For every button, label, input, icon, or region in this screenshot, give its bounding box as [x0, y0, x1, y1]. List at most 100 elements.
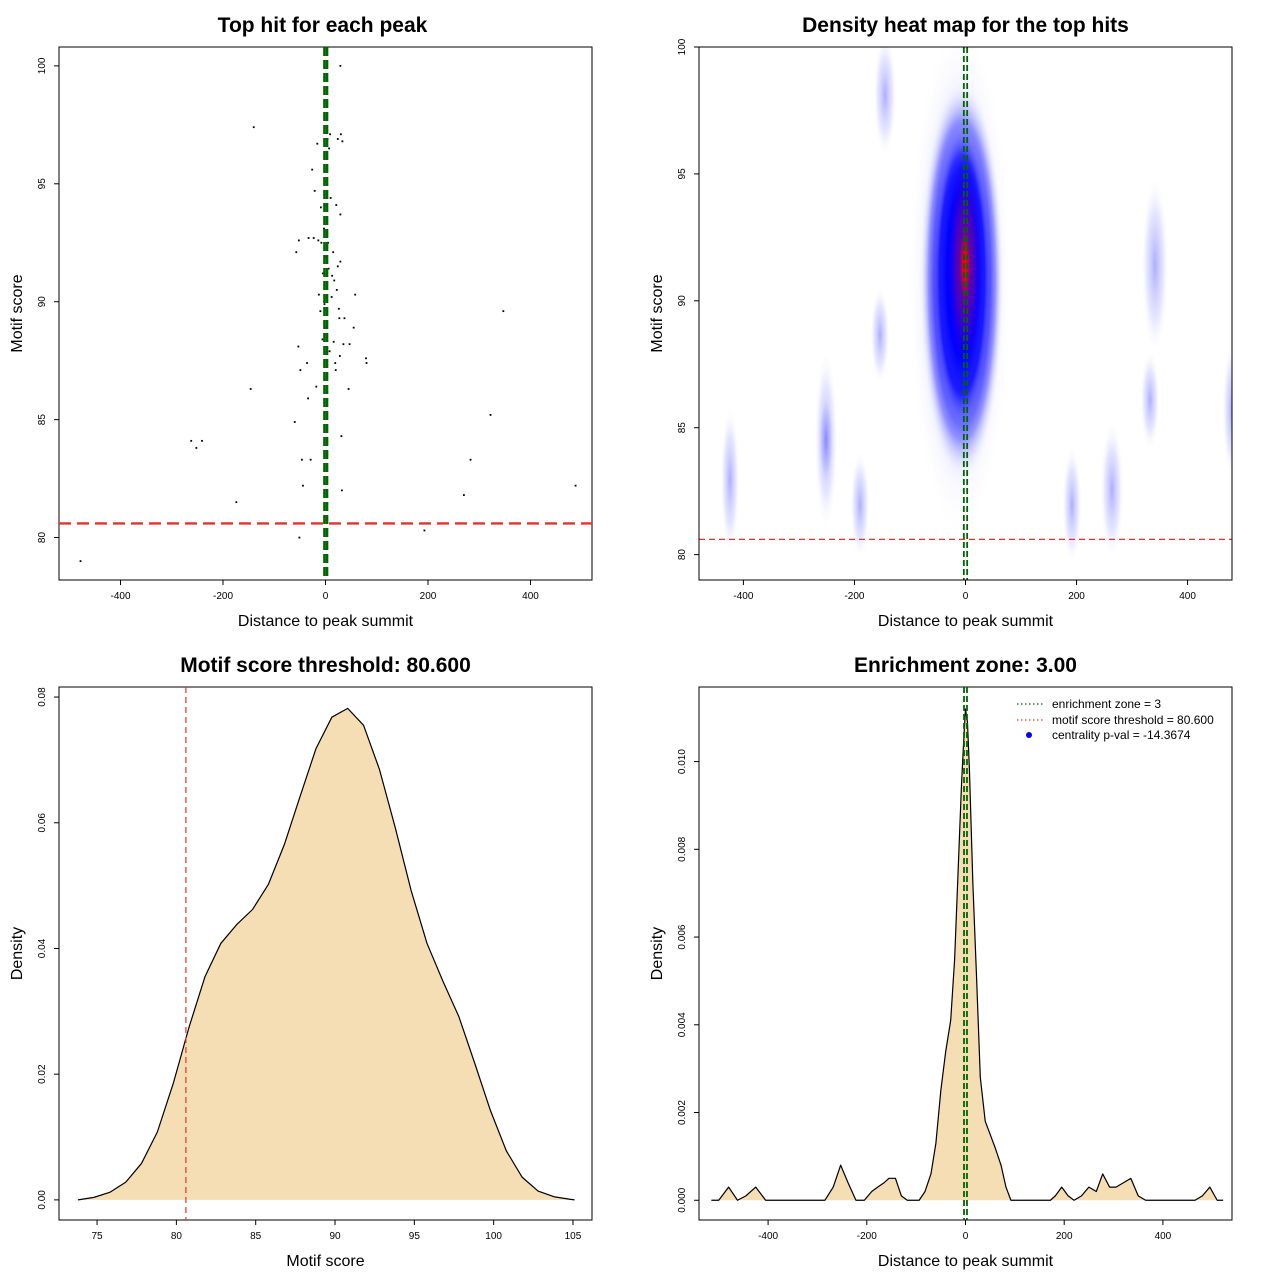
x-tick-label: 200	[1068, 591, 1085, 602]
data-point	[317, 293, 320, 296]
score-density-fill	[78, 708, 575, 1200]
data-point	[331, 274, 334, 277]
x-tick-label: -200	[213, 591, 233, 602]
panel-title: Density heat map for the top hits	[802, 14, 1129, 37]
x-tick-label: -200	[844, 591, 864, 602]
data-point	[336, 265, 339, 268]
y-tick-label: 85	[37, 414, 48, 426]
y-tick-label: 100	[677, 38, 688, 55]
data-point	[334, 362, 337, 364]
data-point	[341, 489, 343, 492]
y-tick-label: 90	[677, 295, 688, 307]
x-tick-label: 75	[92, 1231, 104, 1242]
data-point	[319, 310, 322, 313]
data-point	[332, 251, 335, 254]
panel-title: Motif score threshold: 80.600	[180, 654, 471, 677]
data-point	[343, 317, 346, 320]
legend-label-pval: centrality p-val = -14.3674	[1052, 728, 1191, 742]
y-axis-label: Motif score	[9, 274, 26, 352]
data-point	[347, 388, 350, 390]
data-point	[354, 293, 357, 296]
data-point	[328, 350, 331, 353]
data-point	[329, 197, 332, 199]
y-tick-label: 0.00	[37, 1190, 48, 1210]
data-point	[320, 241, 323, 244]
y-axis-label: Motif score	[649, 274, 666, 352]
data-point	[252, 126, 255, 129]
x-tick-label: 200	[1056, 1231, 1073, 1242]
data-point	[298, 536, 301, 539]
y-tick-label: 80	[677, 549, 688, 561]
x-tick-label: 105	[565, 1231, 582, 1242]
data-point	[235, 501, 238, 504]
y-axis-label: Density	[649, 927, 666, 980]
scatter-panel: Top hit for each peak -400 -200 0 200 400 80 8…	[9, 14, 593, 630]
y-tick-label: 95	[37, 178, 48, 190]
x-tick-label: -200	[857, 1231, 877, 1242]
data-point	[319, 206, 322, 209]
x-tick-label: 100	[485, 1231, 502, 1242]
data-point	[249, 388, 252, 390]
legend-swatch-pval	[1026, 732, 1032, 738]
y-tick-label: 85	[677, 422, 688, 434]
x-tick-label: -400	[110, 591, 130, 602]
x-axis-label: Motif score	[286, 1253, 364, 1270]
data-point	[365, 357, 367, 360]
data-point	[311, 168, 314, 171]
y-tick-label: 0.04	[37, 938, 48, 958]
data-point	[315, 385, 318, 388]
y-tick-label: 0.004	[677, 1012, 688, 1037]
y-axis-label: Density	[9, 927, 26, 980]
data-point	[299, 369, 302, 372]
data-point	[489, 414, 492, 416]
data-point	[328, 147, 330, 150]
data-point	[195, 447, 198, 449]
data-point	[312, 237, 315, 239]
data-point	[302, 484, 304, 487]
data-point	[330, 296, 333, 298]
data-point	[313, 189, 316, 192]
x-tick-label: 0	[963, 591, 969, 602]
y-tick-label: 90	[37, 296, 48, 308]
x-tick-label: 0	[963, 1231, 969, 1242]
x-axis-label: Distance to peak summit	[878, 613, 1054, 630]
y-tick-label: 0.008	[677, 836, 688, 861]
data-point	[365, 362, 368, 364]
y-tick-label: 0.010	[677, 749, 688, 774]
score-density-panel: Motif score threshold: 80.600 75 80 85 90 95…	[9, 654, 593, 1270]
data-point	[306, 362, 308, 364]
data-point	[321, 338, 324, 341]
data-point	[332, 340, 335, 343]
y-tick-label: 100	[37, 57, 48, 74]
data-point	[307, 397, 309, 400]
data-point	[323, 227, 325, 230]
x-tick-label: 200	[420, 591, 437, 602]
data-point	[335, 204, 338, 206]
data-point	[574, 484, 577, 487]
heatmap-panel: Density heat map for the top hits -400 -2…	[649, 14, 1233, 630]
data-point	[339, 64, 342, 67]
x-tick-label: 0	[323, 591, 329, 602]
data-point	[190, 439, 193, 442]
distance-density-fill	[711, 708, 1224, 1201]
data-point	[502, 310, 505, 313]
data-point	[333, 279, 336, 282]
y-tick-label: 80	[37, 532, 48, 544]
data-point	[297, 345, 300, 348]
panel-title: Top hit for each peak	[218, 14, 428, 37]
data-point	[322, 272, 324, 275]
data-point	[317, 239, 320, 242]
data-point	[297, 239, 300, 242]
data-point	[339, 213, 342, 216]
data-point	[335, 289, 338, 291]
y-tick-label: 0.08	[37, 687, 48, 707]
data-point	[469, 458, 472, 461]
x-tick-label: 95	[409, 1231, 421, 1242]
data-point	[348, 343, 351, 346]
x-tick-label: 400	[522, 591, 539, 602]
y-tick-label: 0.006	[677, 924, 688, 949]
data-point	[309, 458, 312, 461]
score-density-curve	[77, 707, 575, 1201]
legend-label-enrichment: enrichment zone = 3	[1052, 697, 1161, 711]
data-point	[329, 133, 332, 136]
